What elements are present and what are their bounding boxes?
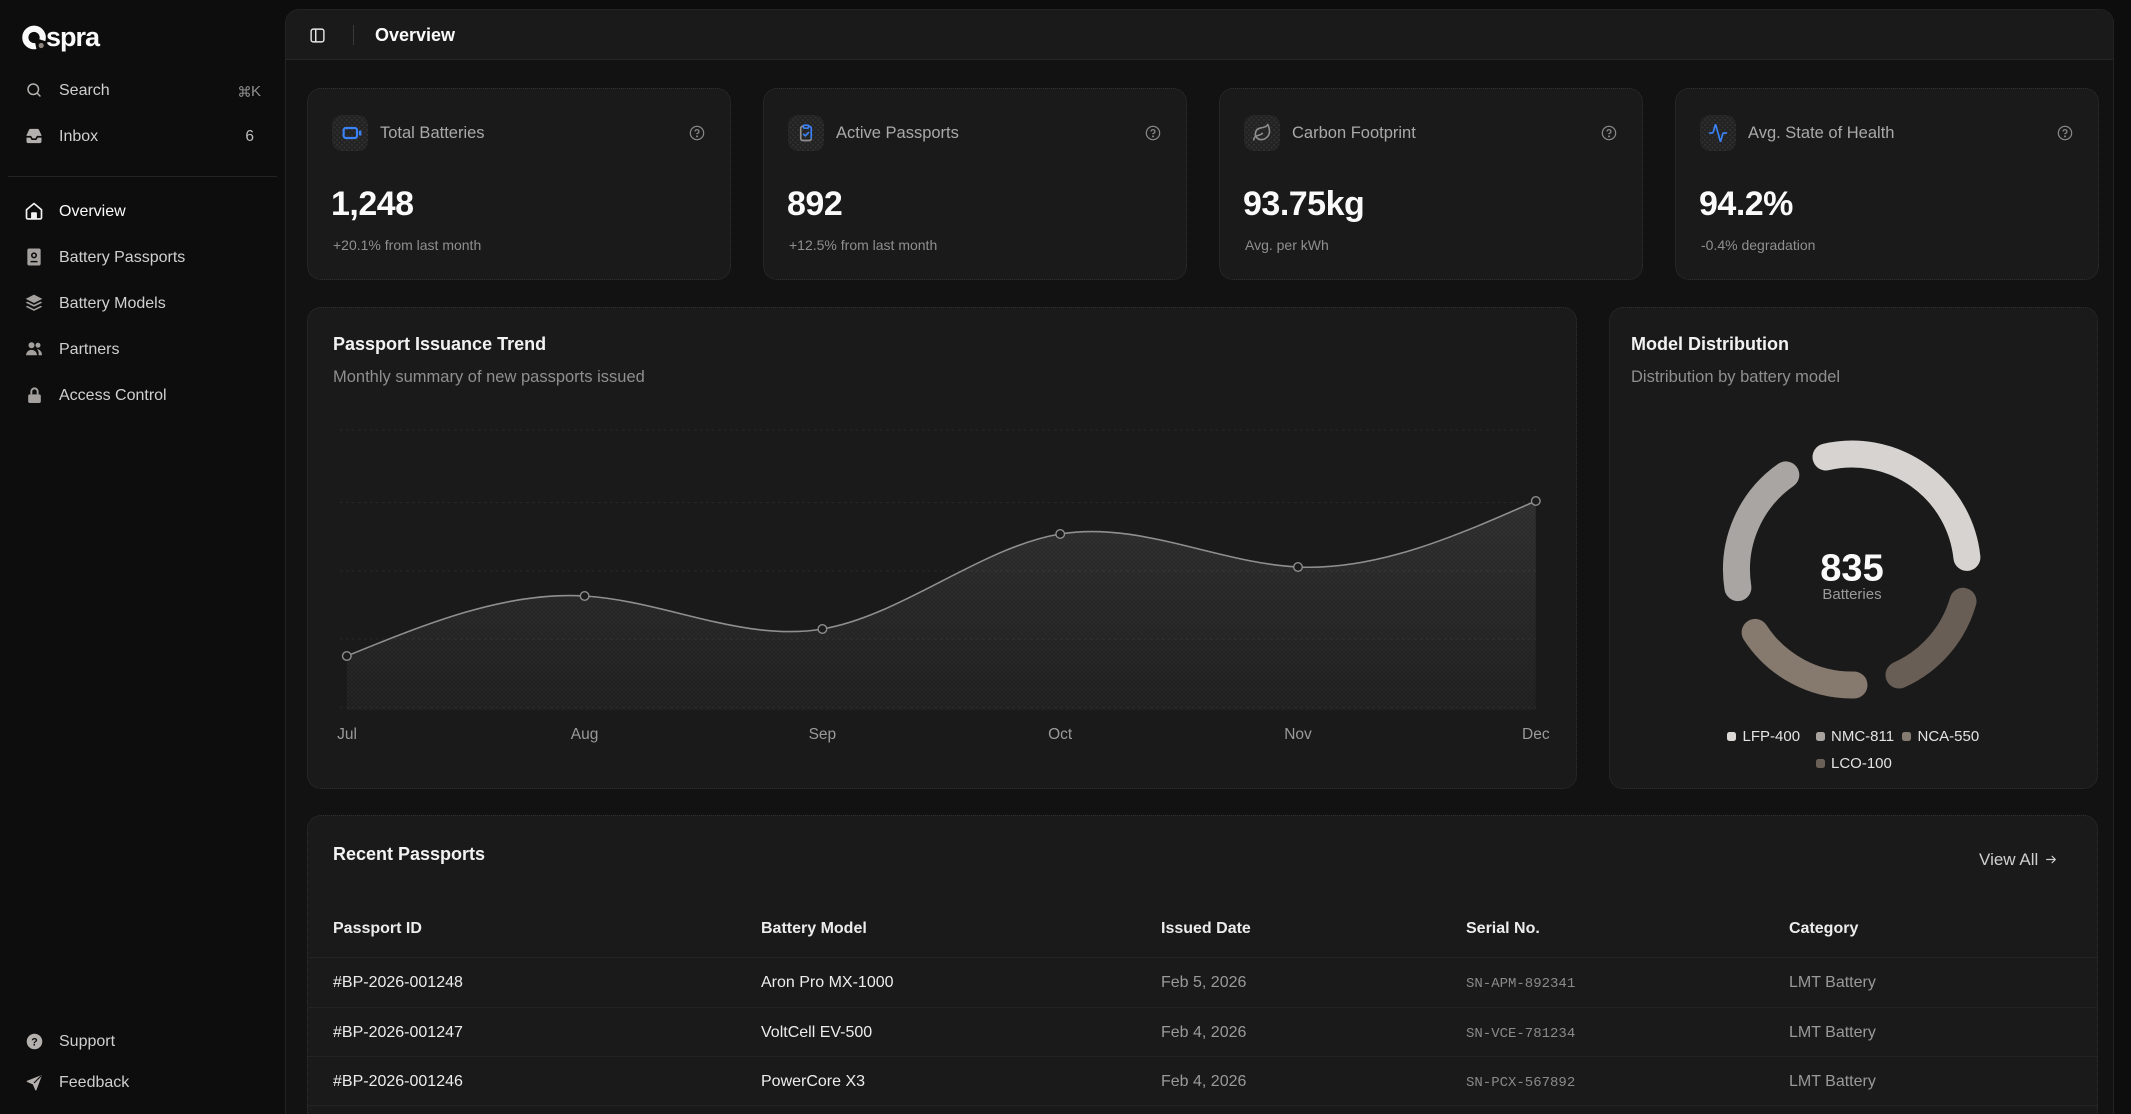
svg-text:Batteries: Batteries: [1822, 586, 1881, 603]
svg-text:Oct: Oct: [1048, 726, 1073, 743]
svg-text:Aug: Aug: [571, 726, 599, 743]
svg-text:?: ?: [31, 1036, 37, 1048]
svg-text:Sep: Sep: [809, 726, 837, 743]
svg-text:Jul: Jul: [337, 726, 357, 743]
svg-text:Nov: Nov: [1284, 726, 1312, 743]
svg-text:835: 835: [1820, 548, 1883, 590]
svg-text:Dec: Dec: [1522, 726, 1550, 743]
